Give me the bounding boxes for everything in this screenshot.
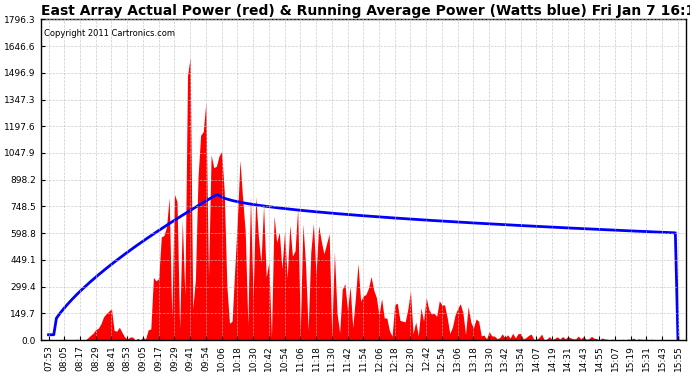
Text: East Array Actual Power (red) & Running Average Power (Watts blue) Fri Jan 7 16:: East Array Actual Power (red) & Running …: [41, 4, 690, 18]
Text: Copyright 2011 Cartronics.com: Copyright 2011 Cartronics.com: [44, 29, 175, 38]
